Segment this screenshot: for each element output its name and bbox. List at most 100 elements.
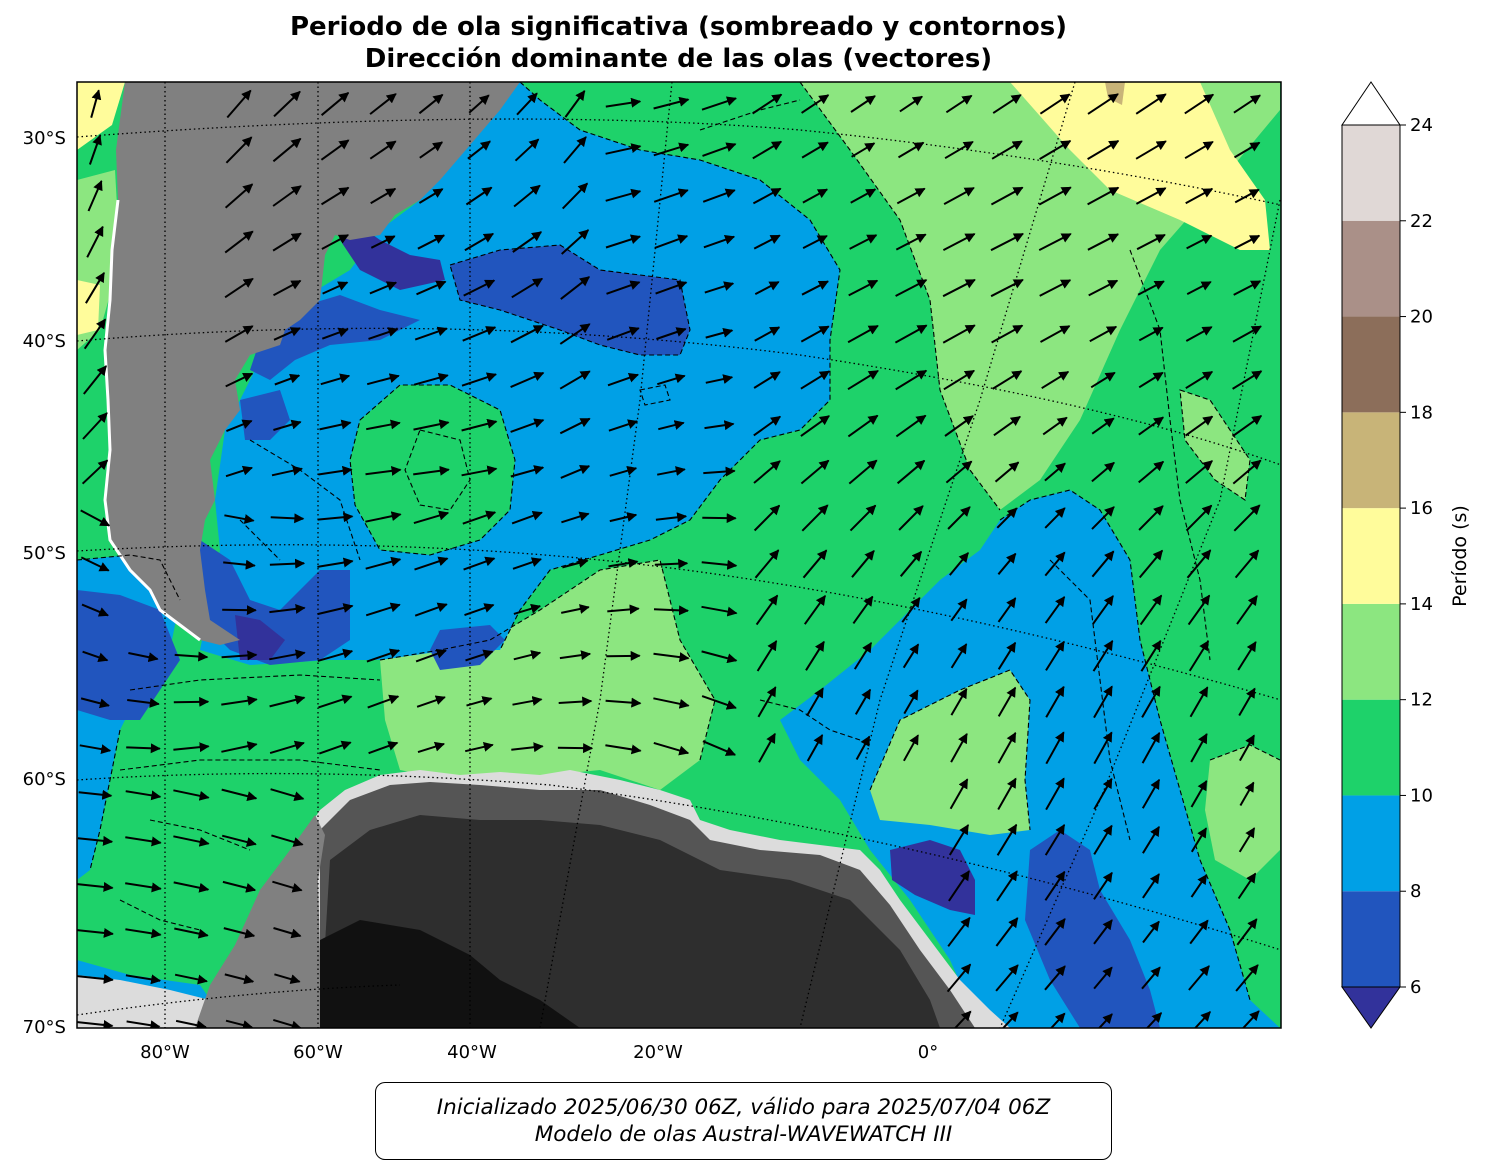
wave-direction-arrow: [83, 318, 107, 350]
wave-direction-arrow: [317, 557, 354, 568]
wave-direction-arrow: [510, 371, 545, 389]
caption-line1: Inicializado 2025/06/30 06Z, válido para…: [436, 1095, 1051, 1120]
lat-label-50s: 50°S: [23, 543, 66, 564]
wave-direction-arrow: [80, 509, 111, 527]
wave-direction-arrow: [903, 689, 919, 715]
wave-direction-arrow: [1233, 504, 1261, 532]
wave-direction-arrow: [1142, 920, 1160, 944]
wave-direction-arrow: [366, 373, 400, 386]
wave-direction-arrow: [1184, 140, 1214, 160]
wave-direction-arrow: [657, 373, 686, 386]
wave-direction-arrow: [1044, 507, 1066, 529]
wave-direction-arrow: [607, 604, 640, 615]
wave-direction-arrow: [270, 788, 305, 802]
wave-direction-arrow: [1186, 549, 1212, 579]
wave-direction-arrow: [801, 94, 830, 114]
wave-direction-arrow: [559, 370, 591, 390]
period-14-16-region: [77, 280, 100, 335]
wave-direction-arrow: [274, 973, 301, 984]
wave-direction-arrow: [221, 834, 257, 847]
latitude-labels: 30°S 40°S 50°S 60°S 70°S: [23, 128, 66, 1038]
wave-direction-arrow: [896, 459, 926, 485]
wave-direction-arrow: [991, 140, 1023, 160]
wave-direction-arrow: [1239, 781, 1255, 806]
wave-direction-arrow: [1186, 281, 1212, 295]
wave-direction-arrow: [654, 234, 689, 249]
wave-direction-arrow: [559, 417, 591, 435]
wave-direction-arrow: [1042, 416, 1068, 436]
period-12-14-region: [1180, 390, 1250, 500]
colorbar-bin: [1342, 795, 1400, 892]
wave-direction-arrow: [1044, 596, 1066, 624]
wave-direction-arrow: [1145, 1012, 1163, 1028]
wave-direction-arrow: [516, 92, 538, 116]
wave-direction-arrow: [461, 465, 498, 477]
wave-direction-arrow: [701, 695, 737, 710]
colorbar: 6 8 10 12 14 16 18 20 22 24 Período (s): [1341, 81, 1471, 1029]
wave-direction-arrow: [463, 279, 496, 297]
wave-direction-arrow: [559, 323, 591, 345]
colorbar-over-extension: [1341, 81, 1401, 126]
wave-direction-arrow: [464, 232, 494, 252]
wave-direction-arrow: [174, 927, 209, 939]
graticule: [77, 82, 1281, 1028]
wave-direction-arrow: [1189, 686, 1209, 718]
wave-direction-arrow: [849, 504, 877, 532]
wave-direction-arrow: [512, 696, 543, 706]
wave-direction-arrow: [317, 648, 354, 662]
wave-direction-arrow: [414, 326, 448, 341]
wave-direction-arrow: [126, 743, 161, 754]
wave-direction-arrow: [855, 735, 871, 760]
wave-direction-arrow: [997, 641, 1017, 670]
wave-direction-arrow: [608, 558, 639, 569]
wave-direction-arrow: [320, 373, 351, 386]
wave-direction-arrow: [1038, 186, 1072, 206]
wave-direction-arrow: [272, 185, 302, 207]
wave-direction-arrow: [901, 596, 921, 623]
wave-direction-arrow: [224, 325, 254, 343]
wave-direction-arrow: [949, 552, 969, 576]
wave-direction-arrow: [369, 281, 398, 295]
wave-direction-arrow: [992, 370, 1023, 390]
wave-direction-arrow: [414, 602, 448, 617]
period-12-14-region: [380, 560, 715, 790]
wave-direction-arrow: [1049, 1012, 1066, 1028]
wave-direction-arrow: [417, 234, 445, 250]
map-plot-area: [77, 82, 1281, 1028]
colorbar-tick-label: 8: [1410, 881, 1421, 902]
wave-direction-arrow: [273, 279, 302, 297]
wave-direction-arrow: [1139, 594, 1163, 626]
wave-direction-arrow: [273, 419, 302, 431]
wave-direction-arrow: [947, 506, 971, 530]
wave-direction-arrow: [1092, 640, 1114, 672]
wave-direction-arrow: [173, 742, 210, 753]
wave-direction-arrow: [895, 369, 928, 391]
colorbar-bin: [1342, 125, 1400, 221]
wave-direction-arrow: [558, 696, 593, 707]
wave-direction-arrow: [1233, 94, 1261, 114]
wave-direction-arrow: [224, 514, 255, 524]
wave-direction-arrow: [461, 418, 498, 432]
wave-direction-arrow: [274, 373, 301, 386]
wave-direction-arrow: [513, 184, 541, 208]
wave-direction-arrow: [173, 789, 210, 801]
chart-title-line1: Periodo de ola significativa (sombreado …: [289, 12, 1068, 42]
wave-direction-arrow: [800, 325, 830, 343]
wave-direction-arrow: [894, 324, 928, 344]
wave-direction-arrow: [803, 594, 827, 625]
wave-direction-arrow: [369, 93, 397, 115]
wave-direction-arrow: [1044, 965, 1066, 991]
wave-direction-arrow: [753, 460, 781, 484]
wave-direction-arrow: [1236, 595, 1258, 625]
wave-direction-arrow: [704, 420, 735, 431]
wave-direction-arrow: [125, 882, 162, 893]
wave-direction-arrow: [1087, 233, 1119, 251]
wave-direction-arrow: [270, 513, 305, 524]
wave-direction-arrow: [511, 277, 544, 299]
wave-direction-arrow: [1138, 549, 1164, 579]
wave-direction-arrow: [87, 180, 103, 212]
wave-direction-arrow: [950, 643, 968, 669]
wave-direction-arrow: [1088, 279, 1119, 297]
wave-direction-arrow: [269, 649, 306, 661]
lat-label-60s: 60°S: [23, 769, 66, 790]
